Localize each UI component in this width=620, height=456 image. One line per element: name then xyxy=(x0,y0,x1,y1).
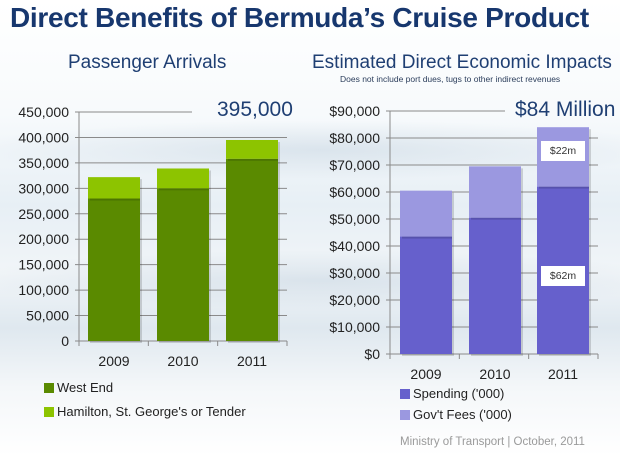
legend-swatch xyxy=(44,406,54,417)
x-tick-label: 2009 xyxy=(98,353,129,369)
legend-label: Hamilton, St. George's or Tender xyxy=(57,404,246,419)
legend-label: Spending ('000) xyxy=(413,386,505,401)
y-tick-label: 0 xyxy=(61,333,69,349)
legend-item: Hamilton, St. George's or Tender xyxy=(44,404,246,419)
y-tick-label: 50,000 xyxy=(26,308,69,324)
bar-2010-west-end xyxy=(157,188,209,341)
x-tick-label: 2009 xyxy=(410,366,441,382)
y-tick-label: $10,000 xyxy=(329,319,380,335)
x-tick-label: 2011 xyxy=(548,366,578,382)
y-tick-label: $70,000 xyxy=(329,157,380,173)
y-tick-label: 300,000 xyxy=(18,180,69,196)
legend-item: West End xyxy=(44,380,113,395)
bar-2009-hamilton-st-george-s-or-tender xyxy=(88,177,140,199)
x-tick-label: 2010 xyxy=(479,366,510,382)
y-tick-label: $0 xyxy=(364,346,380,362)
bar-2009-west-end xyxy=(88,198,140,341)
data-label: $22m xyxy=(541,140,585,161)
x-tick-label: 2010 xyxy=(167,353,198,369)
bar-2010-spending-000- xyxy=(469,217,521,354)
legend-swatch xyxy=(400,388,410,399)
bar-2009-spending-000- xyxy=(400,236,452,354)
legend-item: Gov't Fees ('000) xyxy=(400,407,512,422)
y-tick-label: $80,000 xyxy=(329,130,380,146)
legend-label: Gov't Fees ('000) xyxy=(413,407,512,422)
y-tick-label: $30,000 xyxy=(329,265,380,281)
y-tick-label: $60,000 xyxy=(329,184,380,200)
bar-2011-west-end xyxy=(226,158,278,341)
y-tick-label: 400,000 xyxy=(18,129,69,145)
legend-swatch xyxy=(44,382,54,393)
y-tick-label: 200,000 xyxy=(18,231,69,247)
x-tick-label: 2011 xyxy=(237,353,267,369)
y-tick-label: 350,000 xyxy=(18,155,69,171)
y-tick-label: $50,000 xyxy=(329,211,380,227)
chart-subtitle-note: Does not include port dues, tugs to othe… xyxy=(340,74,561,84)
chart-title-economic-impacts: Estimated Direct Economic Impacts xyxy=(312,52,612,73)
y-tick-label: $40,000 xyxy=(329,238,380,254)
callout-total-impact: $84 Million xyxy=(515,98,616,121)
legend-swatch xyxy=(400,409,410,420)
y-tick-label: 450,000 xyxy=(18,104,69,120)
data-label: $62m xyxy=(541,266,585,287)
legend-label: West End xyxy=(57,380,114,395)
footer-source: Ministry of Transport | October, 2011 xyxy=(400,436,585,448)
y-tick-label: $20,000 xyxy=(329,292,380,308)
y-tick-label: 150,000 xyxy=(18,257,69,273)
y-tick-label: $90,000 xyxy=(329,103,380,119)
bar-2011-hamilton-st-george-s-or-tender xyxy=(226,139,278,159)
page-title: Direct Benefits of Bermuda’s Cruise Prod… xyxy=(10,2,589,33)
legend-item: Spending ('000) xyxy=(400,386,504,401)
y-tick-label: 250,000 xyxy=(18,206,69,222)
bar-2009-gov-t-fees-000- xyxy=(400,190,452,237)
bar-2010-hamilton-st-george-s-or-tender xyxy=(157,168,209,189)
bar-2010-gov-t-fees-000- xyxy=(469,166,521,218)
callout-total-passengers: 395,000 xyxy=(217,98,293,121)
y-tick-label: 100,000 xyxy=(18,282,69,298)
chart-title-passenger-arrivals: Passenger Arrivals xyxy=(68,52,227,73)
